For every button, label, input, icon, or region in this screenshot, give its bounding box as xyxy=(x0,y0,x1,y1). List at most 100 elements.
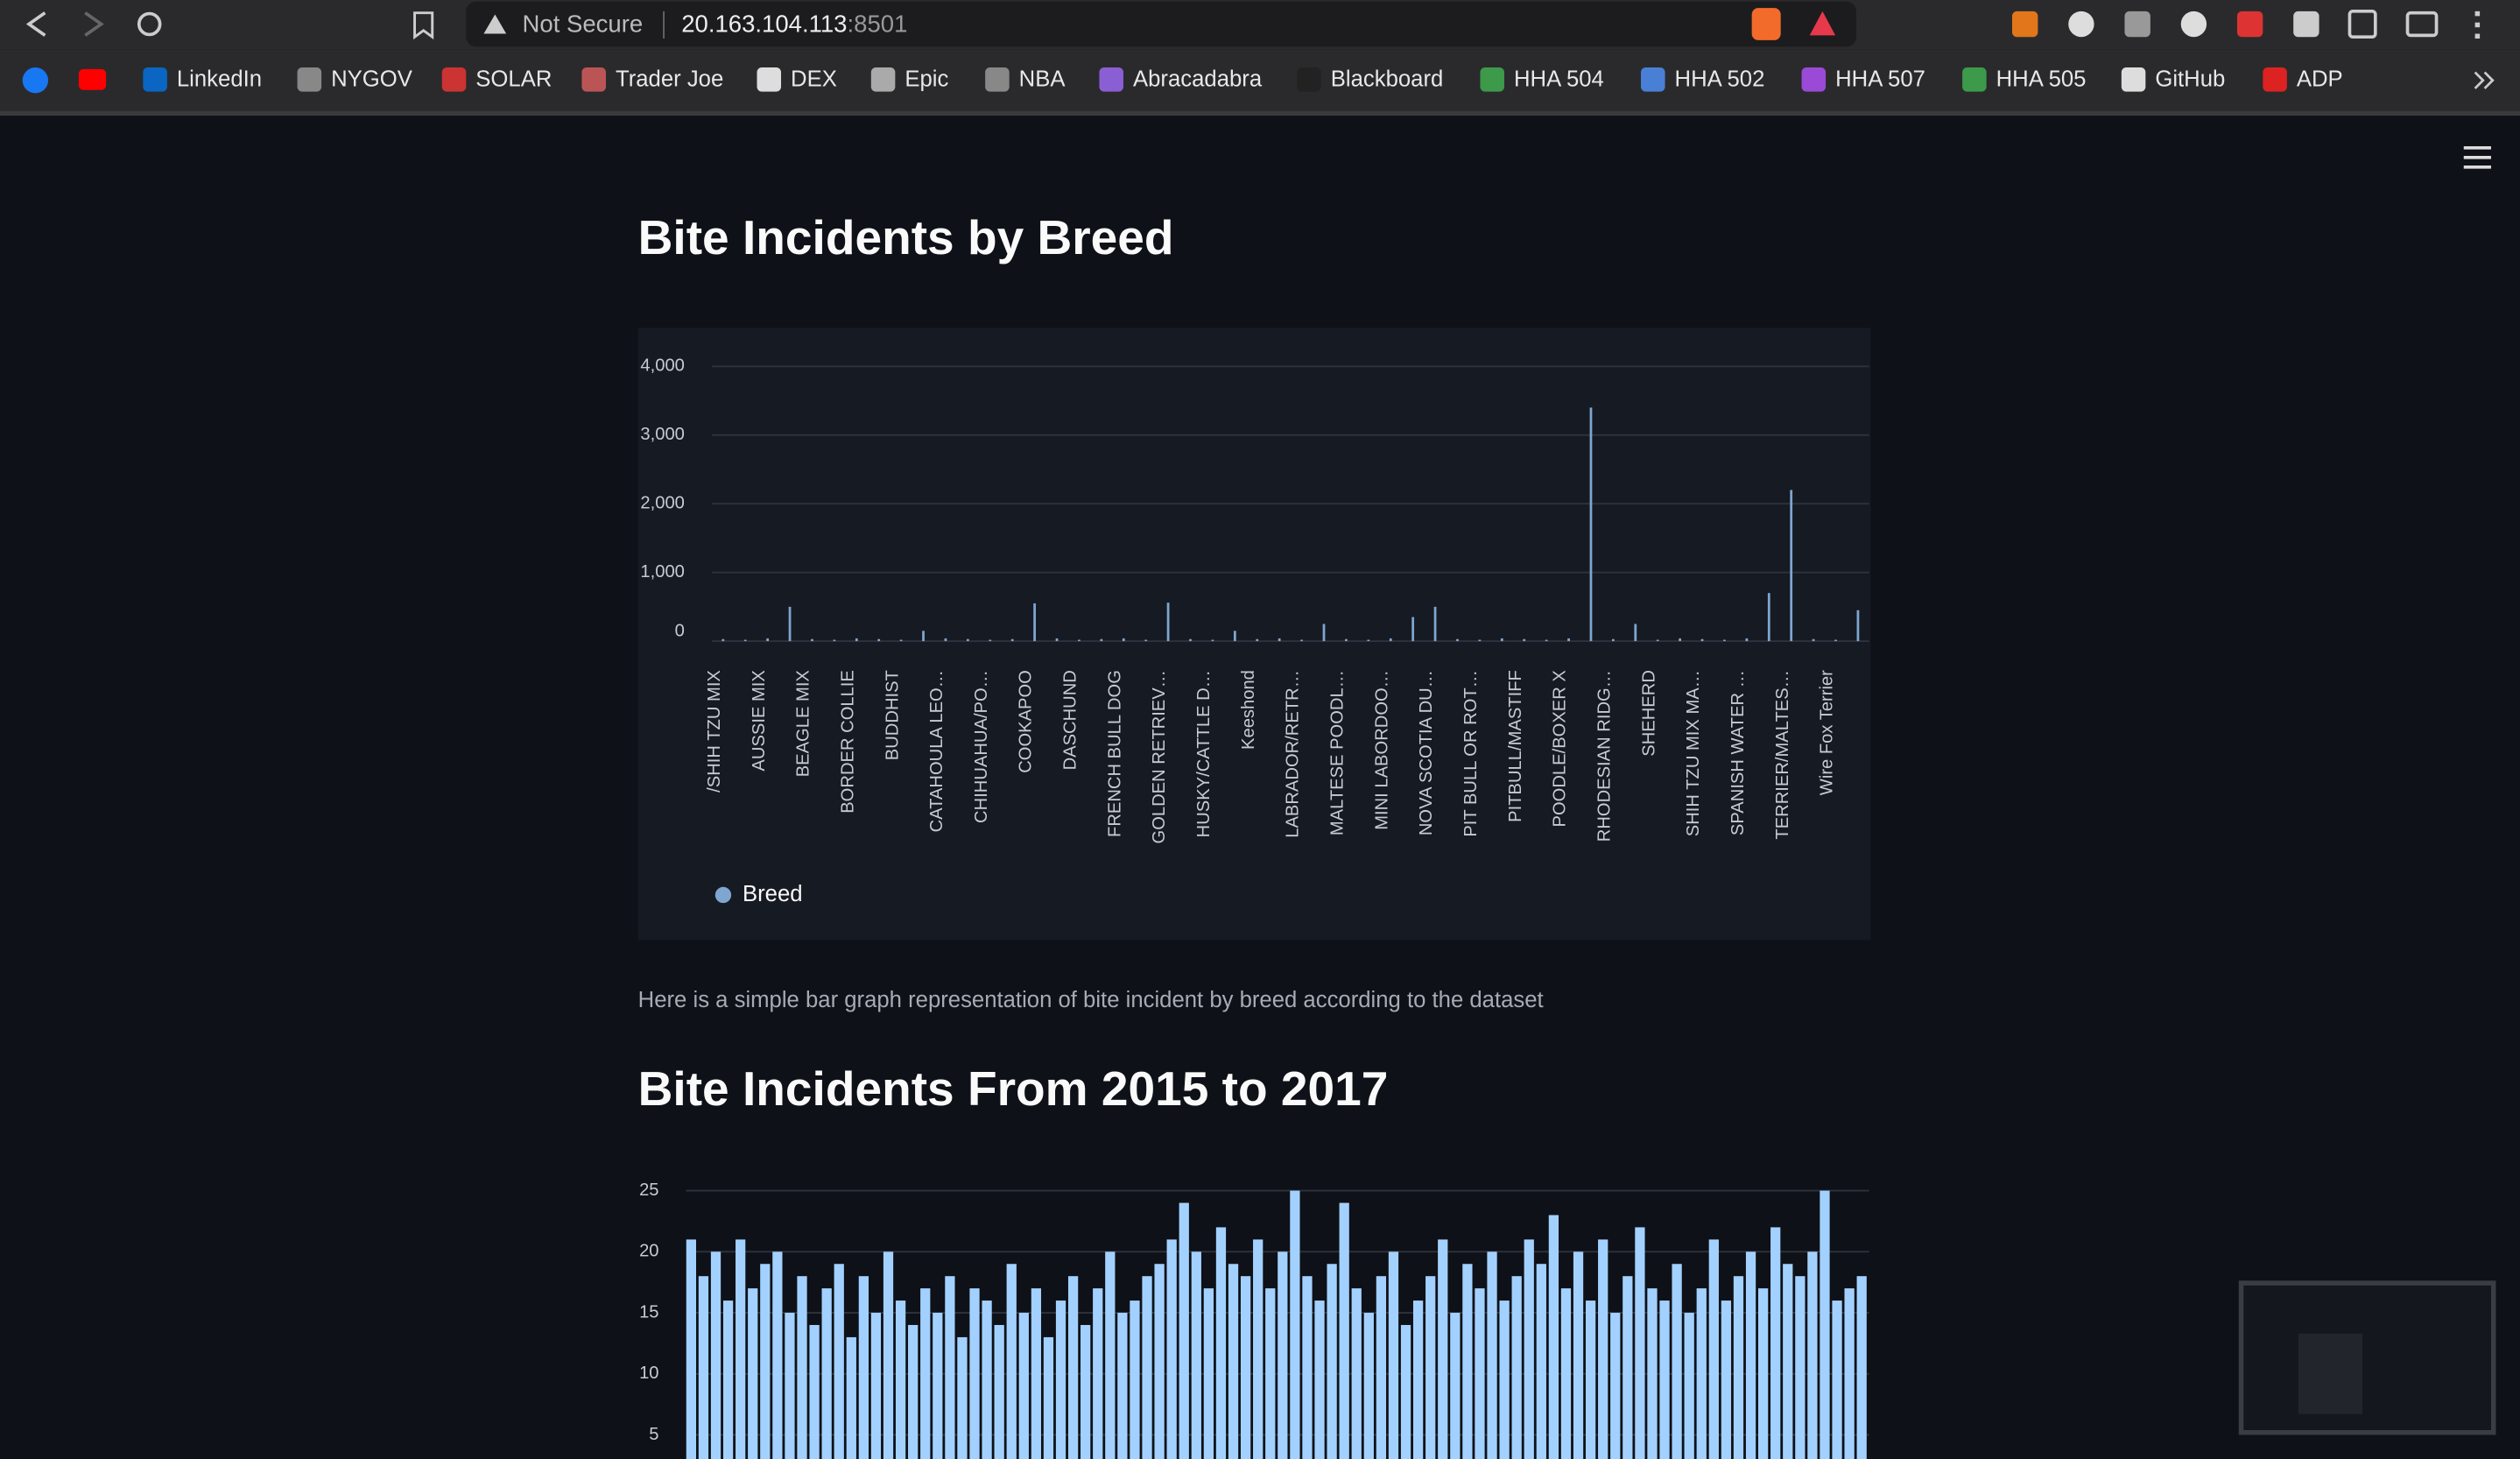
ext[interactable] xyxy=(2124,11,2150,38)
x-tick-label: AUSSIE MIX xyxy=(750,670,769,772)
facebook-bookmark[interactable] xyxy=(22,67,49,94)
bar xyxy=(1536,1264,1546,1459)
separator xyxy=(0,110,2520,116)
ext[interactable] xyxy=(2011,11,2038,38)
x-tick-label: CHIHUAHUA/PO… xyxy=(972,670,991,823)
bar xyxy=(1684,1313,1694,1459)
bar xyxy=(855,638,858,642)
ext[interactable] xyxy=(2068,11,2094,38)
bar xyxy=(1154,1264,1165,1459)
x-tick-label: SHIH TZU MIX MA… xyxy=(1684,670,1703,836)
bookmark[interactable]: LinkedIn xyxy=(177,67,262,92)
address-bar[interactable] xyxy=(466,1,1856,47)
bar xyxy=(1634,624,1637,642)
bar xyxy=(1256,638,1259,642)
url-port: :8501 xyxy=(848,11,908,38)
bar xyxy=(1388,1251,1399,1459)
bar xyxy=(1856,1276,1867,1459)
bar xyxy=(1834,639,1837,642)
bar xyxy=(834,1264,844,1459)
bookmark[interactable]: ADP xyxy=(2297,67,2343,92)
bar xyxy=(1033,603,1036,642)
bookmark[interactable]: NYGOV xyxy=(331,67,413,92)
y-tick-label: 5 xyxy=(649,1425,658,1444)
bar xyxy=(1478,639,1482,642)
bar xyxy=(1363,1313,1374,1459)
hamburger-menu[interactable] xyxy=(2463,145,2491,169)
bookmark[interactable]: HHA 507 xyxy=(1835,67,1925,92)
ext[interactable] xyxy=(2293,11,2319,38)
reload-button[interactable] xyxy=(137,11,162,37)
bar xyxy=(1314,1300,1325,1459)
bar xyxy=(1721,1300,1732,1459)
bar xyxy=(1302,1276,1313,1459)
bookmark[interactable]: HHA 505 xyxy=(1996,67,2087,92)
bar xyxy=(1253,1239,1264,1459)
bar xyxy=(1203,1288,1214,1459)
bar xyxy=(1240,1276,1251,1459)
brave-icon[interactable] xyxy=(1751,8,1781,40)
bookmark-icon xyxy=(1297,67,1321,92)
bar xyxy=(994,1324,1004,1459)
bar xyxy=(1189,638,1192,642)
bar xyxy=(1018,1313,1029,1459)
ext[interactable] xyxy=(2236,11,2263,38)
bar xyxy=(1500,638,1503,642)
x-tick-label: /SHIH TZU MIX xyxy=(705,670,724,793)
bookmark[interactable]: Epic xyxy=(905,67,948,92)
x-tick-label: DASCHUND xyxy=(1061,670,1081,770)
bar xyxy=(797,1276,807,1459)
ext[interactable] xyxy=(2180,11,2207,38)
bookmark-icon xyxy=(1801,67,1827,92)
menu[interactable] xyxy=(2474,11,2481,17)
bar xyxy=(1795,1276,1806,1459)
bar xyxy=(1585,1300,1596,1459)
bar xyxy=(1105,1251,1116,1459)
bar xyxy=(748,1288,758,1459)
wallet[interactable] xyxy=(2405,11,2439,38)
bar xyxy=(785,1313,795,1459)
chart-title: Bite Incidents by Breed xyxy=(638,210,1174,264)
bar xyxy=(982,1300,992,1459)
bookmark[interactable]: HHA 502 xyxy=(1675,67,1765,92)
bookmark[interactable]: SOLAR xyxy=(475,67,552,92)
bar xyxy=(809,1324,820,1459)
bar xyxy=(969,1288,980,1459)
bar xyxy=(1339,1202,1349,1459)
thumbnail-content xyxy=(2298,1333,2363,1414)
youtube-bookmark[interactable] xyxy=(78,68,107,90)
back-button[interactable] xyxy=(25,11,46,37)
y-tick-label: 2,000 xyxy=(640,494,684,513)
bar xyxy=(1832,1300,1842,1459)
y-tick-label: 4,000 xyxy=(640,356,684,376)
bookmark[interactable]: NBA xyxy=(1019,67,1066,92)
bar xyxy=(722,638,725,642)
bar xyxy=(1211,639,1214,642)
bookmark-button[interactable] xyxy=(413,11,434,40)
sidebar[interactable] xyxy=(2348,10,2377,39)
bar xyxy=(966,638,969,642)
x-tick-label: Wire Fox Terrier xyxy=(1818,670,1837,795)
bar xyxy=(870,1313,882,1459)
bookmark[interactable]: HHA 504 xyxy=(1514,67,1604,92)
y-tick-label: 1,000 xyxy=(640,562,684,581)
y-tick-label: 25 xyxy=(639,1181,658,1200)
x-tick-label: SHEHERD xyxy=(1639,670,1658,757)
forward-button[interactable] xyxy=(84,11,104,37)
bookmark-icon xyxy=(985,67,1010,92)
bookmark[interactable]: GitHub xyxy=(2155,67,2225,92)
bar xyxy=(1010,638,1014,642)
more-bookmarks[interactable] xyxy=(2474,71,2495,89)
bookmark[interactable]: Blackboard xyxy=(1331,67,1444,92)
rewards-icon[interactable] xyxy=(1809,11,1836,36)
bookmark[interactable]: Abracadabra xyxy=(1133,67,1263,92)
bookmark[interactable]: DEX xyxy=(791,67,837,92)
bar xyxy=(1659,1300,1670,1459)
bar xyxy=(883,1251,894,1459)
bar xyxy=(1745,1251,1756,1459)
bar xyxy=(1055,1300,1066,1459)
bar xyxy=(1367,639,1370,642)
bookmark[interactable]: Trader Joe xyxy=(616,67,723,92)
